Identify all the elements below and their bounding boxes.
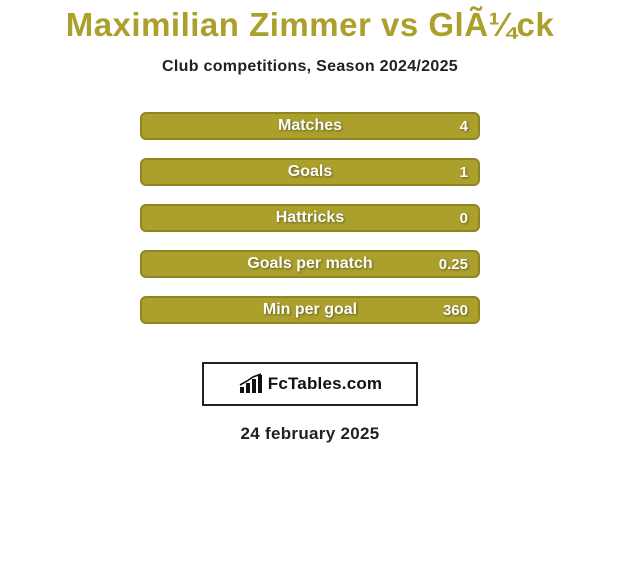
brand-label: FcTables.com bbox=[268, 374, 383, 394]
ellipse-left-1 bbox=[18, 164, 122, 192]
comparison-card: Maximilian Zimmer vs GlÃ¼ck Club competi… bbox=[0, 0, 620, 580]
brand-box: FcTables.com bbox=[202, 362, 418, 406]
stat-row-goals: Goals 1 bbox=[140, 158, 480, 186]
stat-row-mpg: Min per goal 360 bbox=[140, 296, 480, 324]
stat-label: Min per goal bbox=[263, 301, 357, 319]
stat-value: 0.25 bbox=[439, 256, 468, 273]
date-text: 24 february 2025 bbox=[0, 424, 620, 444]
ellipse-left-0 bbox=[8, 112, 112, 140]
stat-row-gpm: Goals per match 0.25 bbox=[140, 250, 480, 278]
stat-row-matches: Matches 4 bbox=[140, 112, 480, 140]
subtitle: Club competitions, Season 2024/2025 bbox=[0, 58, 620, 76]
stat-value: 0 bbox=[460, 210, 468, 227]
stat-label: Hattricks bbox=[276, 209, 344, 227]
stat-row-hattricks: Hattricks 0 bbox=[140, 204, 480, 232]
stat-value: 4 bbox=[460, 118, 468, 135]
ellipse-right-1 bbox=[498, 164, 602, 192]
stat-label: Goals bbox=[288, 163, 332, 181]
chart-icon bbox=[238, 373, 264, 395]
stats-area: Matches 4 Goals 1 Hattricks 0 Goals per … bbox=[0, 112, 620, 342]
stat-value: 360 bbox=[443, 302, 468, 319]
stat-label: Matches bbox=[278, 117, 342, 135]
page-title: Maximilian Zimmer vs GlÃ¼ck bbox=[0, 0, 620, 44]
ellipse-right-0 bbox=[508, 112, 612, 140]
stat-value: 1 bbox=[460, 164, 468, 181]
stat-label: Goals per match bbox=[247, 255, 372, 273]
